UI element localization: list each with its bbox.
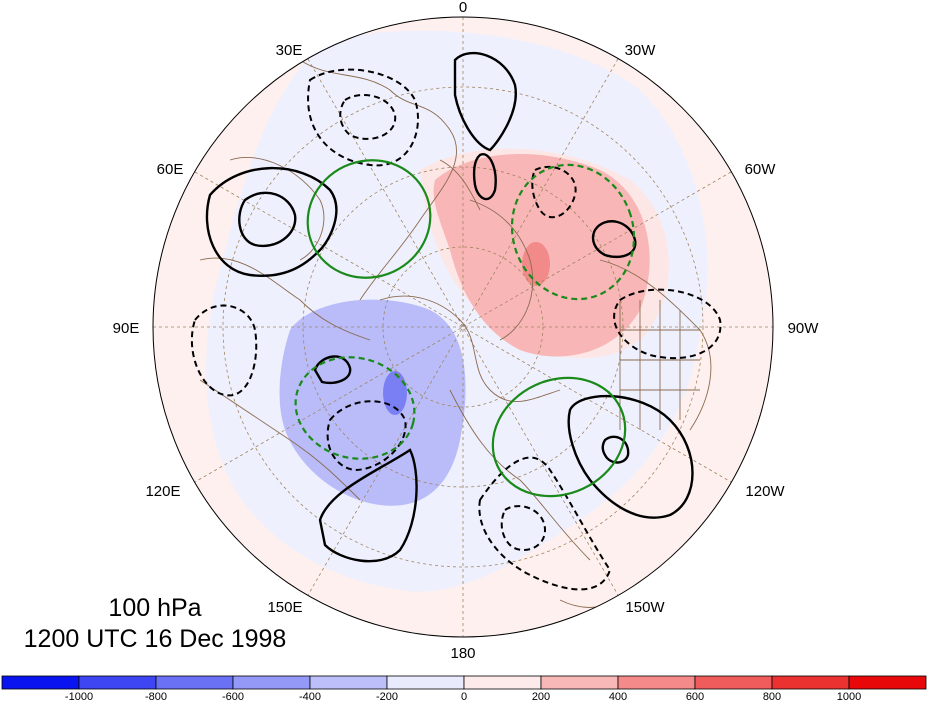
colorbar-tick-label: -200 bbox=[376, 691, 398, 702]
pressure-level-title: 100 hPa bbox=[108, 594, 201, 622]
colorbar-swatch bbox=[848, 675, 927, 690]
colorbar-tick-label: -1000 bbox=[65, 691, 93, 702]
colorbar-swatch bbox=[1, 675, 80, 690]
colorbar: -1000 -800 -600 -400 -200 0 200 400 600 800 1000 bbox=[1, 675, 927, 702]
map-border bbox=[152, 16, 774, 638]
lon-label-150w: 150W bbox=[625, 599, 665, 616]
lon-label-90w: 90W bbox=[788, 320, 820, 337]
colorbar-tick-label: 600 bbox=[686, 691, 704, 702]
colorbar-swatch bbox=[232, 675, 311, 690]
colorbar-tick-label: -800 bbox=[145, 691, 167, 702]
longitude-labels: 0 30W 60W 90W 120W 150W 180 150E 120E 90… bbox=[113, 0, 820, 662]
colorbar-swatch bbox=[78, 675, 157, 690]
colorbar-tick-label: 0 bbox=[461, 691, 467, 702]
colorbar-tick-label: 1000 bbox=[837, 691, 861, 702]
colorbar-swatch bbox=[309, 675, 388, 690]
height-contours bbox=[190, 51, 722, 591]
lon-label-60e: 60E bbox=[157, 161, 184, 178]
lon-label-150e: 150E bbox=[267, 599, 302, 616]
lon-label-180: 180 bbox=[450, 645, 475, 662]
lon-label-120w: 120W bbox=[745, 483, 785, 500]
lon-label-120e: 120E bbox=[145, 483, 180, 500]
colorbar-tick-label: -600 bbox=[222, 691, 244, 702]
colorbar-swatch bbox=[540, 675, 619, 690]
colorbar-tick-label: 800 bbox=[763, 691, 781, 702]
lon-label-30w: 30W bbox=[625, 42, 657, 59]
lon-label-0: 0 bbox=[459, 0, 467, 16]
colorbar-swatch bbox=[694, 675, 773, 690]
coastlines bbox=[199, 59, 712, 608]
colorbar-swatch bbox=[771, 675, 850, 690]
colorbar-tick-label: -400 bbox=[299, 691, 321, 702]
lon-label-90e: 90E bbox=[113, 320, 140, 337]
colorbar-swatch bbox=[155, 675, 234, 690]
colorbar-tick-label: 400 bbox=[609, 691, 627, 702]
lon-label-60w: 60W bbox=[745, 161, 777, 178]
timestamp-title: 1200 UTC 16 Dec 1998 bbox=[24, 625, 287, 653]
colorbar-tick-label: 200 bbox=[532, 691, 550, 702]
colorbar-swatch bbox=[617, 675, 696, 690]
colorbar-swatch bbox=[463, 675, 542, 690]
colorbar-swatch bbox=[386, 675, 465, 690]
shaded-anomaly-field bbox=[206, 30, 708, 592]
lon-label-30e: 30E bbox=[276, 42, 303, 59]
